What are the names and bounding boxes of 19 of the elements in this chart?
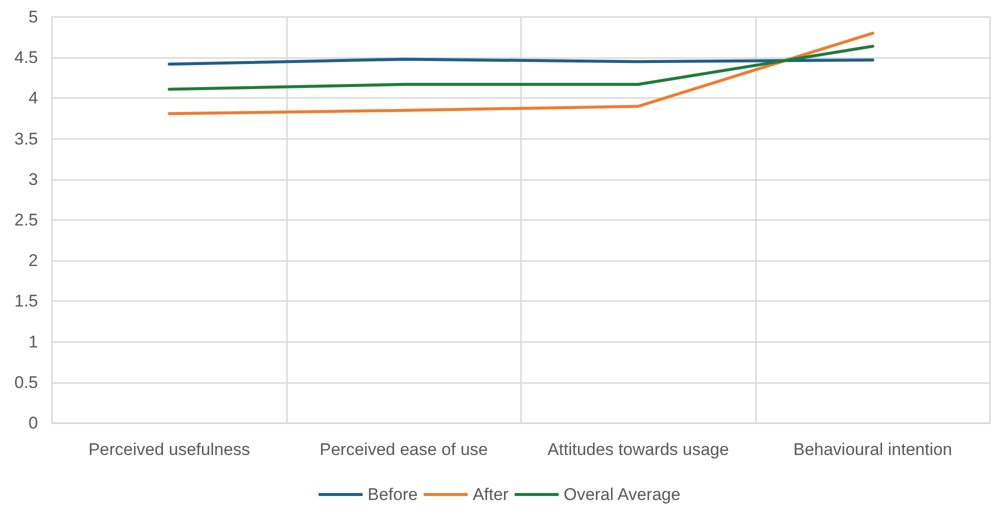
y-tick-label: 4 [28, 88, 38, 108]
y-tick-label: 2 [28, 251, 38, 270]
line-series [168, 32, 874, 116]
y-tick-label: 0 [28, 414, 38, 432]
y-tick-label: 1.5 [14, 292, 38, 311]
x-tick-label: Perceived ease of use [320, 440, 488, 459]
y-tick-label: 2.5 [14, 210, 38, 230]
y-tick-label: 0.5 [14, 372, 38, 392]
x-tick-label: Perceived usefulness [88, 440, 250, 459]
x-tick-label: Behavioural intention [793, 440, 952, 459]
y-tick-label: 1 [28, 332, 38, 352]
y-tick-label: 3.5 [14, 129, 38, 148]
y-tick-label: 4.5 [14, 48, 38, 68]
y-tick-label: 3 [28, 170, 38, 189]
x-tick-label: Attitudes towards usage [548, 440, 729, 459]
legend-label: Before [368, 485, 418, 504]
legend-label: Overal Average [564, 485, 680, 504]
legend-label: After [472, 485, 509, 504]
y-tick-label: 5 [28, 8, 38, 26]
